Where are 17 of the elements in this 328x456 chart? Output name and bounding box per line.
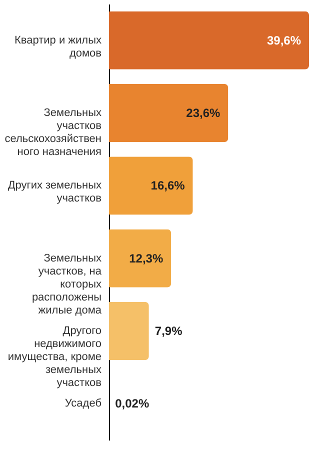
bar <box>109 229 172 288</box>
y-tick-label: Земельных участков сельскохозяйственного назначения <box>4 107 102 158</box>
bar <box>109 156 193 215</box>
bar <box>109 11 309 70</box>
bar <box>109 302 149 360</box>
y-tick-label: Другого недвижимого имущества, кроме земельных участков <box>8 325 102 389</box>
data-label: 16,6% <box>150 178 186 193</box>
y-tick-label: Квартир и жилых домов <box>14 34 102 60</box>
bar <box>109 84 228 142</box>
y-tick-label: Земельных участков, на которых расположены жилые дома <box>32 252 102 316</box>
data-label: 23,6% <box>186 106 221 120</box>
data-label: 39,6% <box>266 33 302 48</box>
data-label: 7,9% <box>154 324 183 338</box>
y-tick-label: Усадеб <box>64 398 102 410</box>
data-label: 12,3% <box>129 251 164 266</box>
data-label: 0,02% <box>115 396 150 411</box>
y-tick-label: Других земельных участков <box>8 180 102 205</box>
